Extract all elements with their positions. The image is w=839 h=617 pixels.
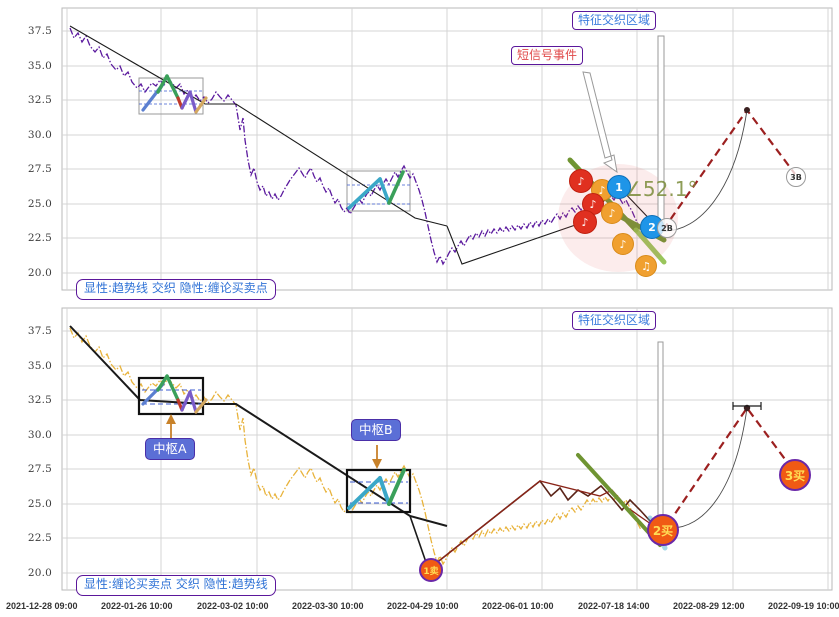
bottom-zhongshu-a-strokes — [141, 374, 208, 414]
short-signal-arrow — [582, 71, 618, 174]
top-ytick-2: 32.5 — [27, 94, 52, 106]
signal-marker-note-5[interactable]: ♪ — [573, 210, 597, 234]
signal-marker-note-1[interactable]: ♪ — [569, 169, 593, 193]
bottom-grid-vertical — [66, 308, 829, 590]
anno-short-signal-event[interactable]: 短信号事件 — [511, 46, 584, 66]
top-zhongshu-b-box — [346, 170, 411, 212]
signal-marker-note-7[interactable]: ♫ — [635, 255, 657, 277]
legend-top-panel[interactable]: 显性:趋势线 交织 隐性:缠论买卖点 — [76, 279, 276, 300]
bottom-ytick-7: 20.0 — [27, 567, 52, 579]
xtick-3: 2022-03-30 10:00 — [292, 601, 364, 611]
bottom-chart-panel: 37.5 35.0 32.5 30.0 27.5 25.0 22.5 20.0 … — [0, 300, 839, 596]
xtick-7: 2022-08-29 12:00 — [673, 601, 745, 611]
marker-1-sell[interactable]: 1卖 — [419, 558, 443, 582]
signal-marker-number-1[interactable]: 1 — [607, 175, 631, 199]
top-peak-dot — [744, 107, 750, 113]
anno-feature-interweave-zone-top[interactable]: 特征交织区域 — [572, 11, 657, 31]
top-zhongshu-a-strokes — [141, 74, 208, 114]
top-ytick-3: 30.0 — [27, 129, 52, 141]
top-ytick-1: 35.0 — [27, 60, 52, 72]
zhongshu-a-arrow — [166, 414, 176, 440]
anno-feature-interweave-zone-bottom[interactable]: 特征交织区域 — [572, 311, 657, 331]
top-ytick-7: 20.0 — [27, 267, 52, 279]
xtick-0: 2021-12-28 09:00 — [6, 601, 78, 611]
marker-3-buy[interactable]: 3买 — [779, 459, 811, 491]
top-zhongshu-b-strokes — [347, 170, 405, 210]
bottom-ytick-5: 25.0 — [27, 498, 52, 510]
bottom-ytick-2: 32.5 — [27, 394, 52, 406]
top-ytick-0: 37.5 — [27, 25, 52, 37]
top-zhongshu-a-box — [138, 77, 204, 115]
bottom-projected-dashed — [667, 406, 791, 525]
top-plot-svg — [61, 7, 833, 291]
bottom-ytick-6: 22.5 — [27, 532, 52, 544]
bottom-ytick-0: 37.5 — [27, 325, 52, 337]
zhongshu-a-label[interactable]: 中枢A — [145, 438, 195, 460]
bottom-olive-trend-stroke — [576, 453, 662, 547]
bottom-ytick-1: 35.0 — [27, 360, 52, 372]
xtick-5: 2022-06-01 10:00 — [482, 601, 554, 611]
top-ytick-5: 25.0 — [27, 198, 52, 210]
marker-2-buy[interactable]: 2买 — [647, 514, 679, 546]
bottom-trend-line — [69, 325, 448, 527]
top-ytick-4: 27.5 — [27, 163, 52, 175]
xtick-2: 2022-03-02 10:00 — [197, 601, 269, 611]
top-ytick-6: 22.5 — [27, 232, 52, 244]
ghost-marker-3b[interactable]: 3B — [786, 167, 806, 187]
xtick-1: 2022-01-26 10:00 — [101, 601, 173, 611]
xtick-4: 2022-04-29 10:00 — [387, 601, 459, 611]
signal-marker-note-6[interactable]: ♪ — [612, 233, 634, 255]
bottom-zhongshu-b-strokes — [347, 468, 406, 510]
zhongshu-b-arrow — [372, 445, 382, 469]
angle-label-top: ∠52.1° — [625, 177, 698, 201]
zhongshu-b-label[interactable]: 中枢B — [351, 419, 401, 441]
bottom-bi-lines — [429, 479, 662, 569]
top-trend-line — [69, 25, 448, 227]
bottom-plot-svg — [61, 307, 833, 591]
xtick-6: 2022-07-18 14:00 — [578, 601, 650, 611]
xtick-8: 2022-09-19 10:00 — [768, 601, 839, 611]
signal-marker-note-4[interactable]: ♪ — [601, 202, 623, 224]
bottom-ytick-4: 27.5 — [27, 463, 52, 475]
feature-zone-bar-bottom — [657, 341, 664, 533]
legend-bottom-panel[interactable]: 显性:缠论买卖点 交织 隐性:趋势线 — [76, 575, 276, 596]
bottom-ytick-3: 30.0 — [27, 429, 52, 441]
bottom-curve-guide — [667, 407, 748, 529]
top-chart-panel: 37.5 35.0 32.5 30.0 27.5 25.0 22.5 20.0 … — [0, 0, 839, 300]
ghost-marker-2b[interactable]: 2B — [657, 218, 677, 238]
